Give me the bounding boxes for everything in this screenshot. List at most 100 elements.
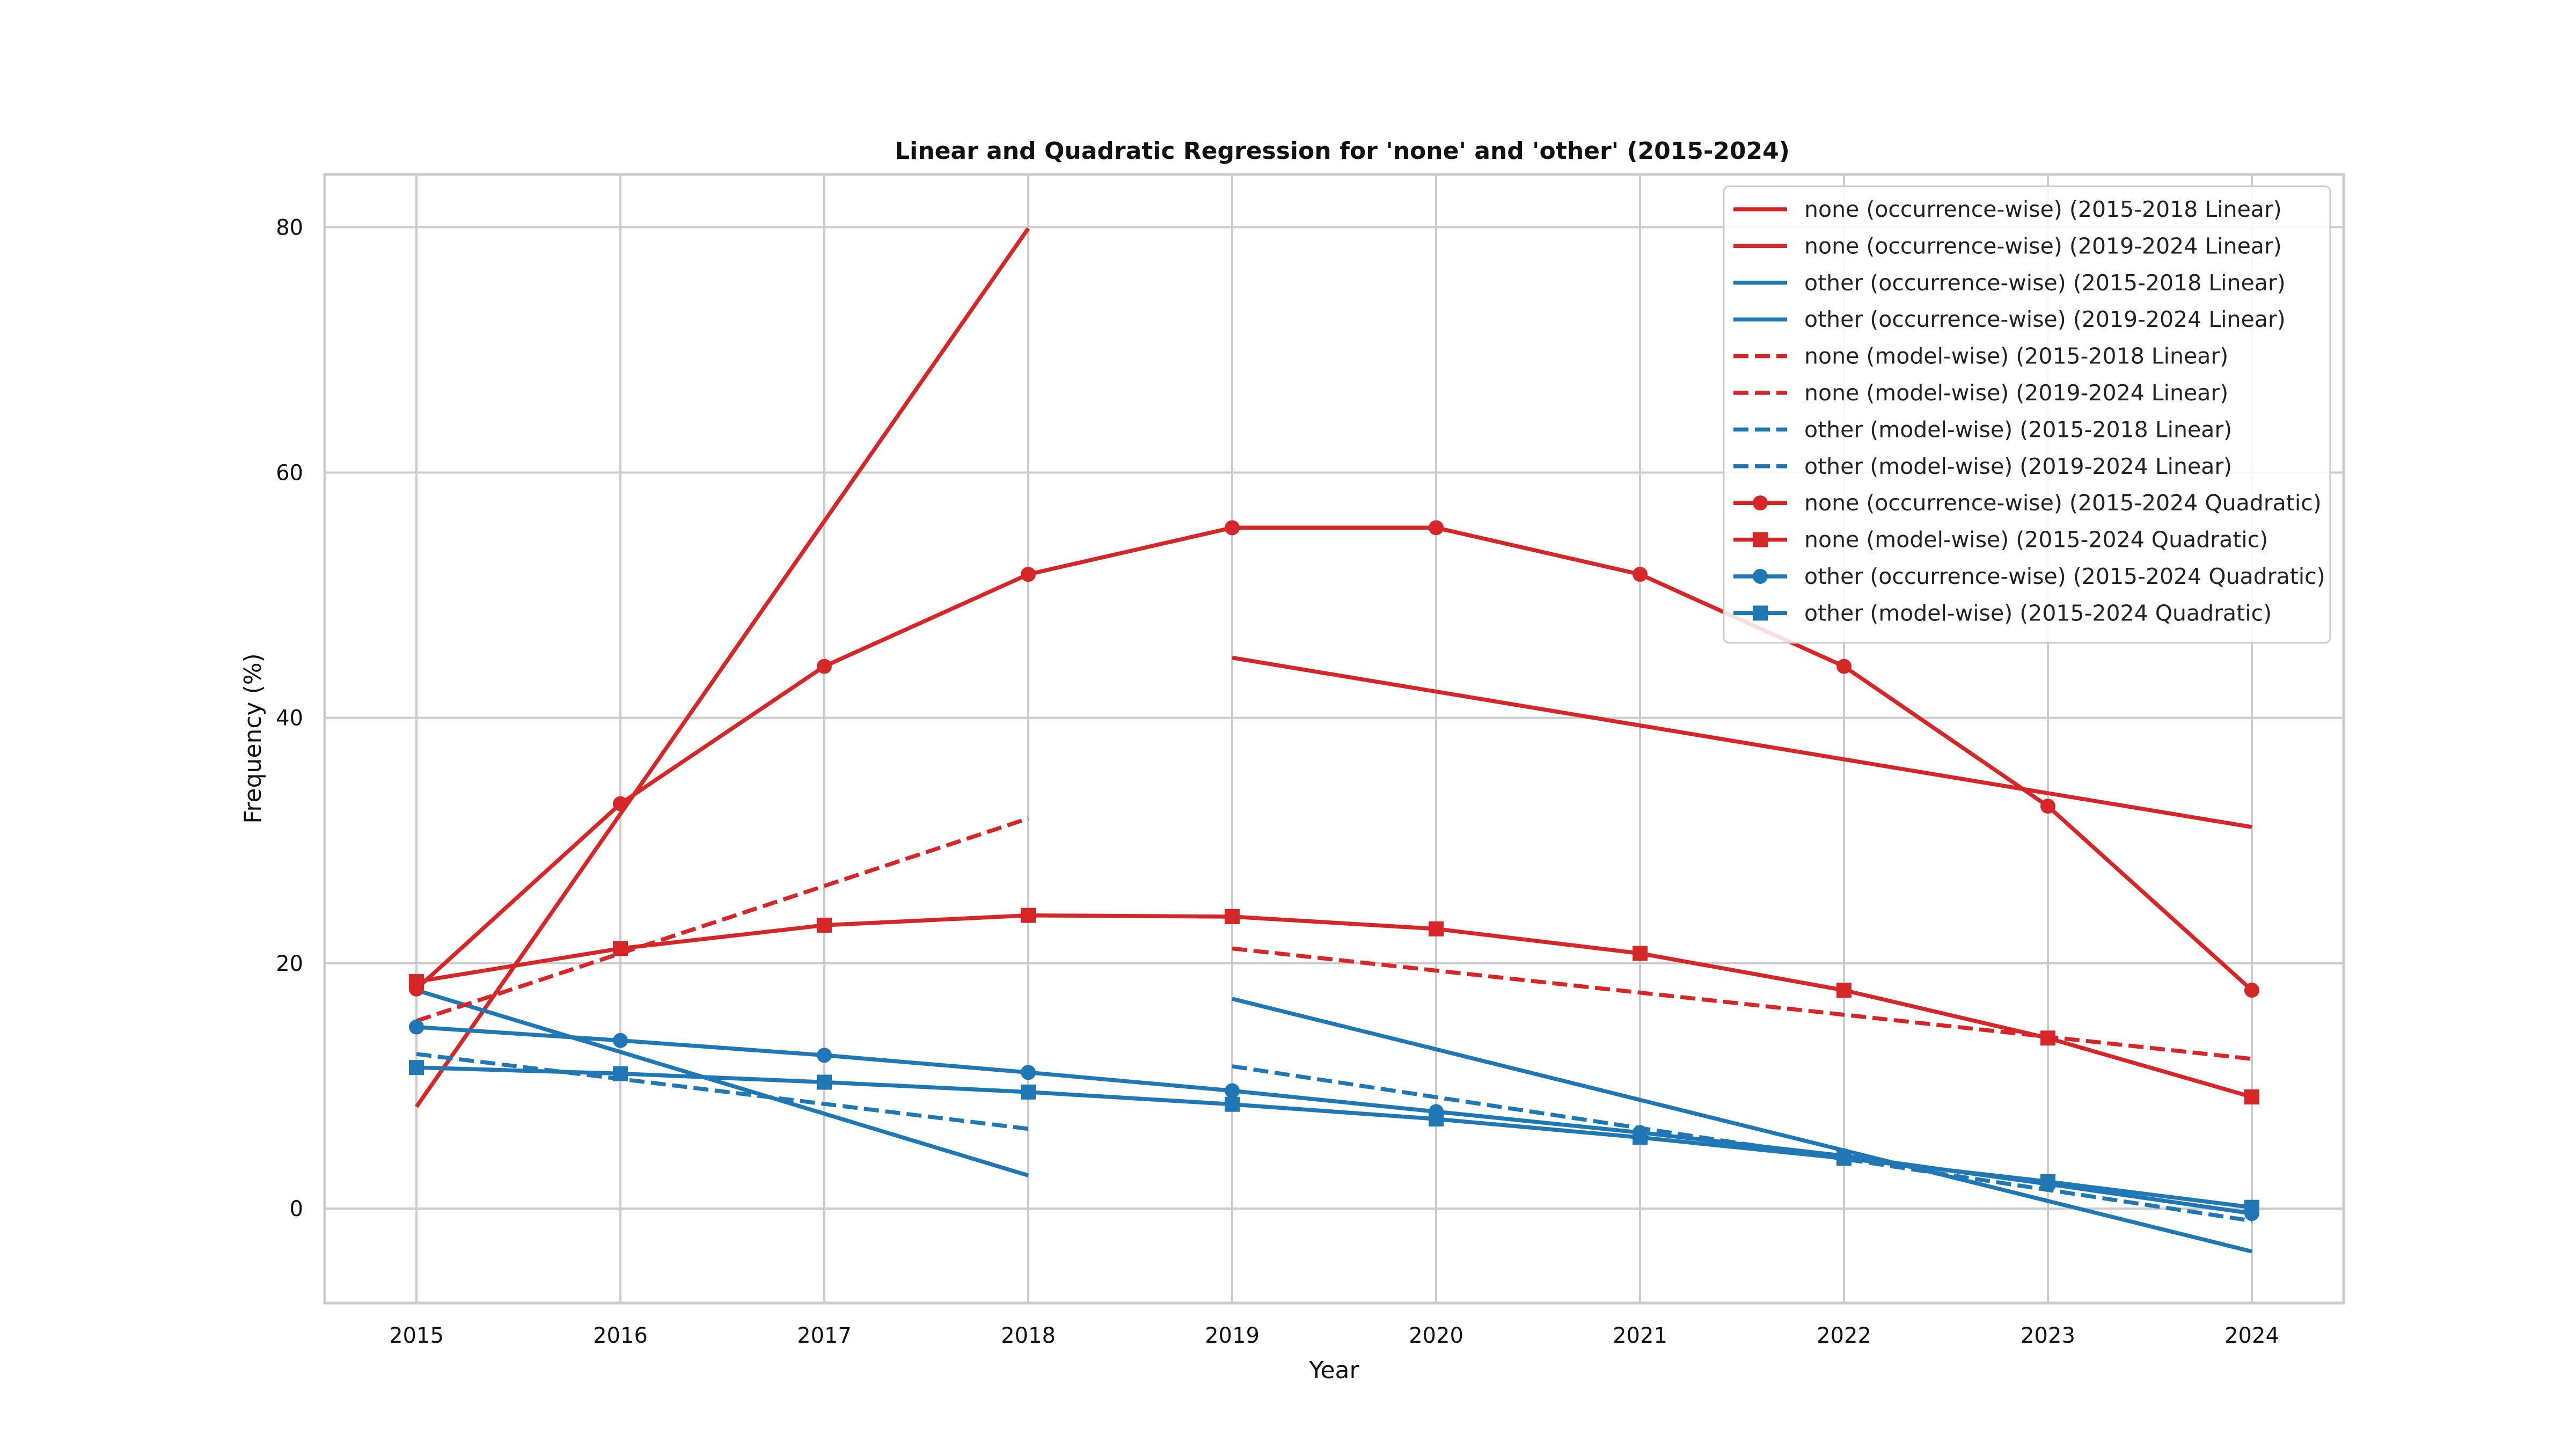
- legend-label: none (occurrence-wise) (2015-2024 Quadra…: [1804, 490, 2322, 516]
- data-point: [817, 1074, 832, 1090]
- data-point: [409, 974, 424, 990]
- legend-item: none (model-wise) (2015-2024 Quadratic): [1733, 527, 2268, 553]
- x-tick-label: 2020: [1409, 1323, 1463, 1348]
- x-tick-label: 2017: [797, 1323, 852, 1348]
- data-point: [1225, 1096, 1240, 1112]
- data-point: [1633, 946, 1648, 961]
- data-point: [1021, 1084, 1036, 1100]
- data-point: [1836, 1151, 1851, 1166]
- legend-marker: [1753, 495, 1768, 511]
- legend-item: none (occurrence-wise) (2019-2024 Linear…: [1733, 233, 2282, 259]
- legend-item: other (model-wise) (2015-2018 Linear): [1733, 416, 2232, 442]
- x-tick-label: 2019: [1205, 1323, 1260, 1348]
- y-axis-label: Frequency (%): [239, 653, 267, 823]
- series-line: [415, 988, 1029, 1177]
- legend-item: none (model-wise) (2015-2018 Linear): [1733, 343, 2228, 369]
- legend-item: other (occurrence-wise) (2015-2024 Quadr…: [1733, 564, 2325, 589]
- y-tick-label: 0: [290, 1197, 303, 1221]
- series-12: [409, 1060, 2259, 1215]
- legend-label: none (model-wise) (2015-2024 Quadratic): [1804, 527, 2268, 553]
- data-point: [1836, 658, 1851, 674]
- legend-box: [1723, 185, 2331, 644]
- y-tick-label: 20: [276, 952, 303, 976]
- legend-label: other (occurrence-wise) (2015-2024 Quadr…: [1804, 564, 2325, 589]
- series-line: [416, 1052, 1029, 1131]
- data-point: [817, 1048, 832, 1063]
- legend-marker: [1753, 605, 1768, 621]
- series-2: [1232, 655, 2252, 829]
- legend: none (occurrence-wise) (2015-2018 Linear…: [1723, 185, 2331, 644]
- y-tick-label: 40: [276, 706, 303, 731]
- plot-area-frame: [323, 173, 2345, 1305]
- series-7: [416, 1052, 1029, 1131]
- x-tick-label: 2018: [1001, 1323, 1056, 1348]
- data-point: [2040, 1030, 2055, 1046]
- series-4: [1232, 997, 2252, 1254]
- series-line: [415, 816, 1029, 1023]
- y-tick-labels: 0 20 40 60 80: [276, 215, 303, 1221]
- data-point: [1225, 909, 1240, 924]
- x-tick-label: 2023: [2021, 1323, 2075, 1348]
- data-point: [1225, 1083, 1240, 1099]
- data-point: [1429, 921, 1444, 936]
- series-layer: [409, 227, 2259, 1254]
- x-tick-label: 2015: [389, 1323, 444, 1348]
- series-line: [1232, 997, 2252, 1254]
- legend-label: other (model-wise) (2015-2018 Linear): [1804, 416, 2232, 442]
- data-point: [817, 917, 832, 933]
- x-tick-label: 2024: [2224, 1323, 2279, 1348]
- data-point: [1633, 1130, 1648, 1145]
- legend-item: none (occurrence-wise) (2015-2024 Quadra…: [1733, 490, 2322, 516]
- data-point: [2040, 799, 2055, 814]
- series-line: [416, 913, 2253, 1099]
- series-line: [416, 1065, 2252, 1210]
- y-tick-label: 60: [276, 460, 303, 485]
- x-tick-label: 2021: [1613, 1323, 1667, 1348]
- legend-item: other (occurrence-wise) (2019-2024 Linea…: [1733, 306, 2286, 332]
- series-line: [414, 227, 1030, 1108]
- data-point: [2040, 1174, 2055, 1189]
- x-axis-label: Year: [1308, 1357, 1359, 1384]
- data-point: [1429, 1111, 1444, 1127]
- data-point: [2244, 1199, 2259, 1215]
- data-point: [2244, 1089, 2259, 1104]
- data-point: [613, 796, 628, 811]
- data-point: [409, 1060, 424, 1075]
- legend-label: none (model-wise) (2015-2018 Linear): [1804, 343, 2228, 369]
- legend-label: other (occurrence-wise) (2019-2024 Linea…: [1804, 306, 2286, 332]
- series-3: [415, 988, 1029, 1177]
- legend-label: other (model-wise) (2015-2024 Quadratic): [1804, 600, 2272, 626]
- data-point: [613, 1033, 628, 1048]
- legend-label: none (occurrence-wise) (2015-2018 Linear…: [1804, 196, 2282, 222]
- data-point: [1021, 908, 1036, 923]
- legend-label: other (model-wise) (2019-2024 Linear): [1804, 453, 2232, 479]
- legend-item: other (model-wise) (2015-2024 Quadratic): [1733, 600, 2272, 626]
- data-point: [613, 1066, 628, 1081]
- data-point: [613, 941, 628, 956]
- x-tick-label: 2022: [1817, 1323, 1871, 1348]
- x-tick-labels: 2015 2016 2017 2018 2019 2020 2021 2022 2023 2024: [389, 1323, 2279, 1348]
- data-point: [409, 1019, 424, 1035]
- data-point: [1021, 1065, 1036, 1080]
- series-5: [415, 816, 1029, 1023]
- series-line: [1232, 655, 2252, 829]
- legend-marker: [1753, 569, 1768, 584]
- series-line: [415, 525, 2253, 992]
- legend-item: none (occurrence-wise) (2015-2018 Linear…: [1733, 196, 2282, 222]
- data-point: [1429, 520, 1444, 536]
- data-point: [1836, 983, 1851, 998]
- legend-label: other (occurrence-wise) (2015-2018 Linea…: [1804, 270, 2286, 296]
- data-point: [1633, 567, 1648, 582]
- series-10: [409, 908, 2259, 1104]
- legend-item: none (model-wise) (2019-2024 Linear): [1733, 380, 2228, 406]
- data-point: [817, 658, 832, 674]
- legend-item: other (occurrence-wise) (2015-2018 Linea…: [1733, 270, 2286, 296]
- legend-item: other (model-wise) (2019-2024 Linear): [1733, 453, 2232, 479]
- legend-label: none (model-wise) (2019-2024 Linear): [1804, 380, 2228, 406]
- data-point: [2244, 983, 2259, 998]
- y-tick-label: 80: [276, 215, 303, 240]
- data-point: [1021, 567, 1036, 582]
- x-tick-label: 2016: [593, 1323, 648, 1348]
- chart-title: Linear and Quadratic Regression for 'non…: [895, 137, 1790, 165]
